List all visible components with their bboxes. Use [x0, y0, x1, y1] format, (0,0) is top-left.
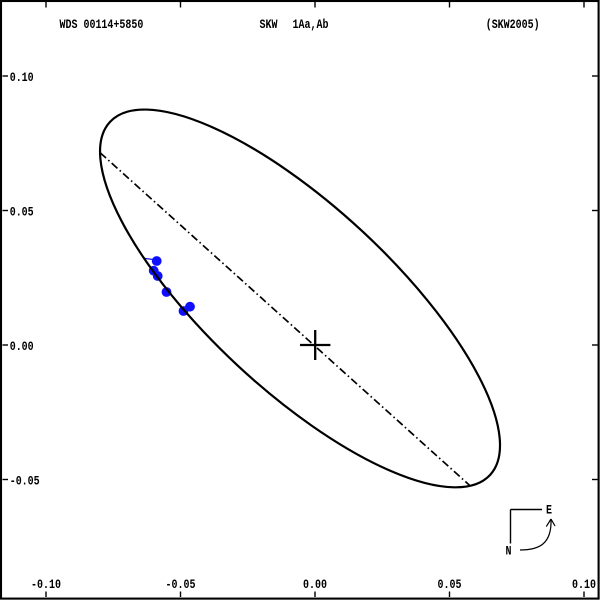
svg-text:-0.05: -0.05: [10, 473, 40, 489]
svg-text:0.10: 0.10: [10, 70, 34, 86]
svg-text:N: N: [506, 543, 512, 559]
svg-text:(SKW2005): (SKW2005): [486, 17, 540, 33]
svg-text:WDS 00114+5850: WDS 00114+5850: [60, 17, 144, 33]
svg-text:0.10: 0.10: [572, 577, 596, 593]
svg-text:0.00: 0.00: [303, 577, 327, 593]
svg-text:-0.10: -0.10: [31, 577, 61, 593]
svg-text:0.05: 0.05: [10, 204, 34, 220]
svg-text:SKW: SKW: [260, 17, 279, 33]
svg-text:-0.05: -0.05: [166, 577, 196, 593]
svg-text:0.05: 0.05: [438, 577, 462, 593]
svg-text:E: E: [546, 502, 552, 518]
svg-text:0.00: 0.00: [10, 339, 34, 355]
svg-text:1Aa,Ab: 1Aa,Ab: [293, 17, 329, 33]
